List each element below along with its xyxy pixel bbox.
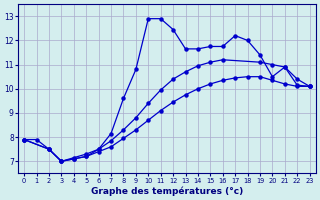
X-axis label: Graphe des températures (°c): Graphe des températures (°c) — [91, 186, 243, 196]
